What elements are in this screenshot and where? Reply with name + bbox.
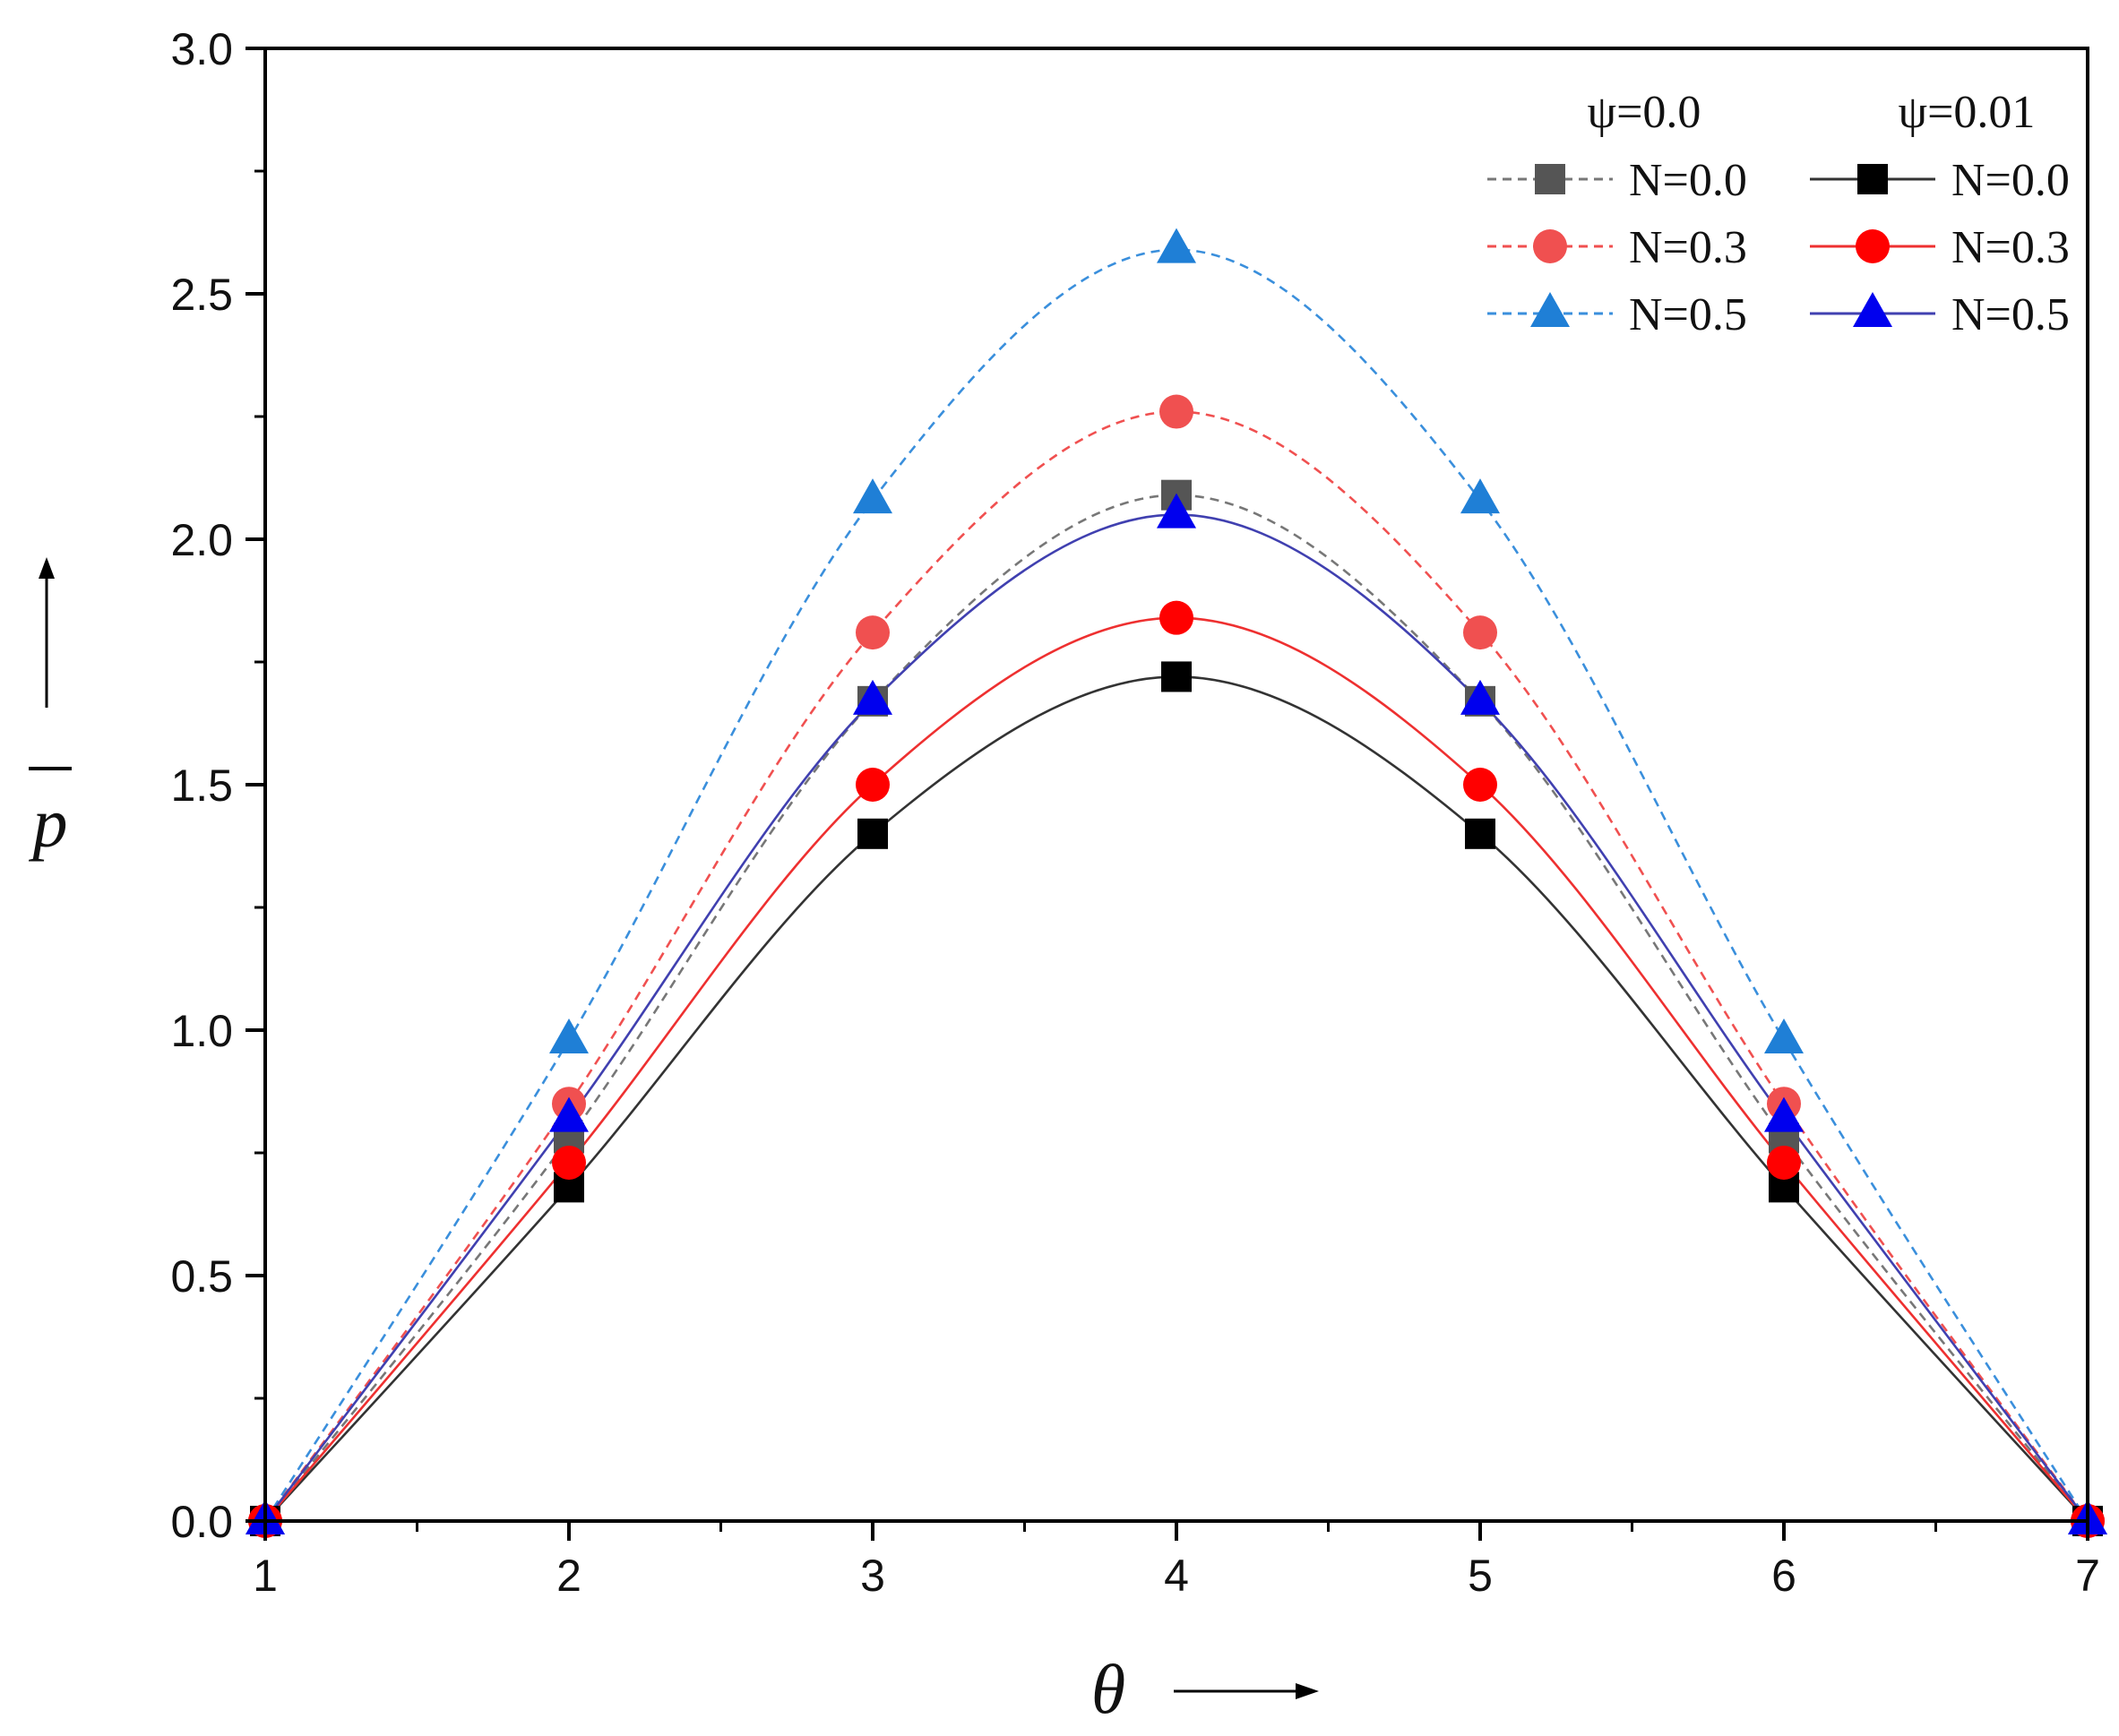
data-point-psi001-n00 <box>1161 661 1192 692</box>
data-point-psi001-n03 <box>856 768 890 802</box>
data-point-psi001-n00 <box>1465 818 1495 849</box>
data-point-psi001-n03 <box>1767 1145 1801 1180</box>
series-lines <box>263 248 2089 1522</box>
legend-group-heading: ψ=0.01 <box>1899 87 2036 138</box>
series-markers <box>245 228 2107 1538</box>
data-point-psi0-n03 <box>1159 394 1193 429</box>
plot-frame <box>263 47 2089 1523</box>
x-tick-label: 4 <box>1164 1551 1189 1601</box>
x-tick-label: 5 <box>1468 1551 1493 1601</box>
series-line-psi0-n00 <box>263 494 2089 1522</box>
data-point-psi0-n03 <box>856 615 890 650</box>
legend-label-psi001-n03: N=0.3 <box>1951 222 2070 273</box>
x-axis-arrow-head <box>1296 1683 1319 1699</box>
y-tick-label: 2.0 <box>170 515 233 565</box>
y-tick-label: 2.5 <box>170 270 233 320</box>
tick-labels: 1 2 3 4 5 6 7 0.0 0.5 1.0 1.5 2.0 2.5 3.0 <box>170 24 2099 1601</box>
data-point-psi001-n00 <box>857 818 888 849</box>
x-tick-label: 2 <box>556 1551 581 1601</box>
data-point-psi0-n05 <box>1157 228 1196 263</box>
data-point-psi0-n05 <box>853 478 892 514</box>
legend-group-heading: ψ=0.0 <box>1588 87 1701 138</box>
data-point-psi0-n05 <box>549 1018 589 1053</box>
data-point-psi0-n05 <box>1764 1018 1804 1053</box>
data-point-psi0-n05 <box>1460 478 1500 514</box>
x-axis-title: θ <box>1091 1650 1125 1728</box>
y-axis-arrow-head <box>39 557 55 579</box>
legend-marker-psi001-n00 <box>1857 164 1888 194</box>
data-point-psi001-n03 <box>1463 768 1497 802</box>
data-point-psi001-n05 <box>549 1096 589 1132</box>
legend-marker-psi0-n05 <box>1530 292 1570 327</box>
data-point-psi001-n03 <box>552 1145 586 1180</box>
data-point-psi001-n05 <box>1764 1096 1804 1132</box>
legend-label-psi001-n05: N=0.5 <box>1951 289 2070 340</box>
legend-label-psi0-n03: N=0.3 <box>1629 222 1747 273</box>
legend-marker-psi0-n03 <box>1533 229 1567 263</box>
data-point-psi001-n05 <box>1157 493 1196 529</box>
legend-marker-psi001-n05 <box>1853 292 1892 327</box>
y-tick-label: 0.5 <box>170 1251 233 1302</box>
legend-label-psi001-n00: N=0.0 <box>1951 155 2070 206</box>
series-line-psi0-n05 <box>263 248 2089 1522</box>
y-axis-label: p <box>29 557 72 862</box>
legend: ψ=0.0 ψ=0.01 N=0.0 N=0.3 N=0.5 N=0.0 N=0.3 N=0.… <box>1487 87 2070 340</box>
legend-marker-psi0-n00 <box>1535 164 1565 194</box>
series-line-psi001-n03 <box>264 616 2089 1522</box>
series-line-psi001-n00 <box>264 675 2089 1522</box>
y-tick-label: 1.0 <box>170 1006 233 1056</box>
data-point-psi0-n03 <box>1463 615 1497 650</box>
legend-label-psi0-n05: N=0.5 <box>1629 289 1747 340</box>
y-tick-label: 1.5 <box>170 761 233 811</box>
y-tick-label: 3.0 <box>170 24 233 74</box>
data-point-psi001-n05 <box>1460 679 1500 715</box>
data-point-psi001-n03 <box>1159 600 1193 635</box>
legend-label-psi0-n00: N=0.0 <box>1629 155 1747 206</box>
y-axis-title: p <box>29 784 68 862</box>
x-tick-label: 3 <box>860 1551 885 1601</box>
x-tick-label: 1 <box>253 1551 278 1601</box>
y-tick-label: 0.0 <box>170 1497 233 1547</box>
x-tick-label: 6 <box>1771 1551 1796 1601</box>
data-point-psi001-n05 <box>853 679 892 715</box>
axis-ticks <box>245 47 2089 1541</box>
x-tick-label: 7 <box>2075 1551 2100 1601</box>
x-axis-label: θ <box>1091 1650 1319 1728</box>
series-line-psi0-n03 <box>263 410 2089 1522</box>
legend-marker-psi001-n03 <box>1856 229 1890 263</box>
